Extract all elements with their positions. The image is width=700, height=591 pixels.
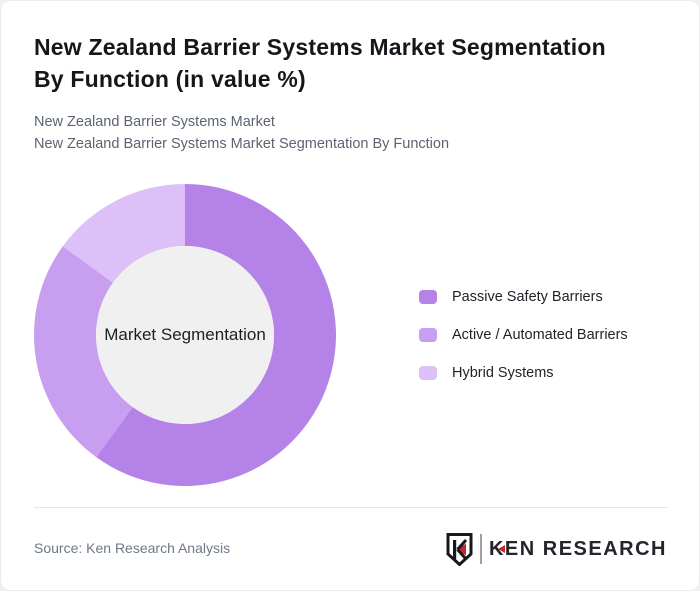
chart-subtitle-line2: New Zealand Barrier Systems Market Segme… bbox=[34, 136, 450, 152]
donut-center-circle bbox=[96, 246, 274, 424]
chart-subtitle-line1: New Zealand Barrier Systems Market bbox=[34, 114, 275, 130]
donut-chart-area: Market Segmentation bbox=[34, 184, 336, 486]
page-title: New Zealand Barrier Systems Market Segme… bbox=[34, 31, 679, 95]
legend-swatch-icon bbox=[419, 327, 437, 342]
page-title-line2: By Function (in value %) bbox=[34, 66, 306, 92]
ken-research-shield-icon bbox=[446, 532, 473, 566]
page-title-line1: New Zealand Barrier Systems Market Segme… bbox=[34, 34, 606, 60]
ken-research-wordmark: KEN RESEARCH bbox=[489, 539, 667, 559]
legend-label: Passive Safety Barriers bbox=[452, 288, 603, 305]
legend-label: Hybrid Systems bbox=[452, 364, 554, 381]
logo-divider bbox=[479, 534, 482, 564]
donut-chart bbox=[34, 184, 336, 486]
wordmark-text: KEN RESEARCH bbox=[488, 538, 667, 560]
donut-slice-0 bbox=[96, 184, 336, 486]
monogram-k-red-triangle bbox=[457, 543, 466, 555]
legend-swatch-icon bbox=[419, 365, 437, 380]
chart-legend: Passive Safety Barriers Active / Automate… bbox=[419, 287, 628, 382]
legend-label: Active / Automated Barriers bbox=[452, 326, 628, 343]
donut-slice-1 bbox=[34, 246, 133, 458]
ken-research-logo: KEN RESEARCH bbox=[446, 531, 667, 567]
source-note: Source: Ken Research Analysis bbox=[34, 540, 231, 556]
footer-divider bbox=[34, 507, 668, 508]
monogram-k-arms bbox=[456, 538, 468, 560]
donut-slice-2 bbox=[62, 184, 186, 283]
legend-item-0: Passive Safety Barriers bbox=[419, 287, 628, 306]
legend-item-1: Active / Automated Barriers bbox=[419, 325, 628, 344]
monogram-k-stem bbox=[452, 539, 457, 559]
chart-subtitle: New Zealand Barrier Systems Market New Z… bbox=[34, 111, 449, 155]
legend-item-2: Hybrid Systems bbox=[419, 363, 628, 382]
wordmark-k-red-triangle-icon bbox=[497, 544, 505, 553]
legend-swatch-icon bbox=[419, 289, 437, 304]
